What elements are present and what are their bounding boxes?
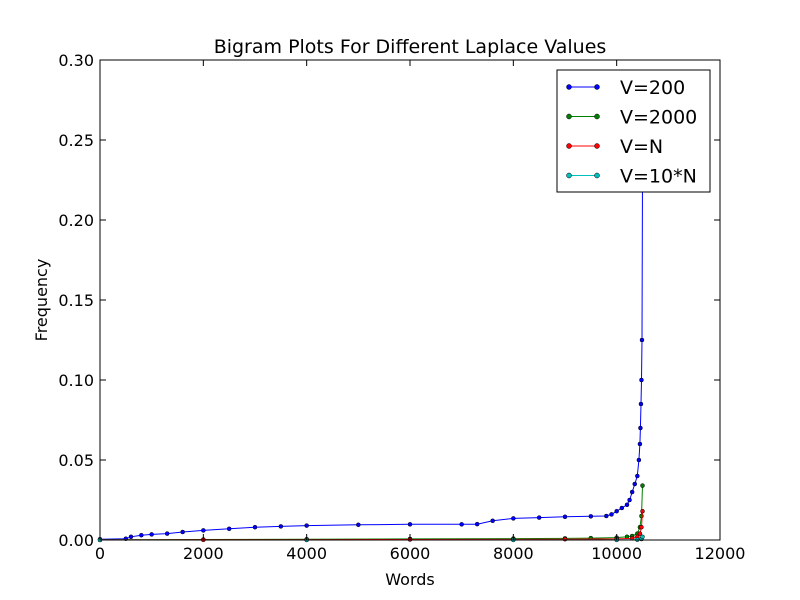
data-point <box>639 377 644 383</box>
data-point <box>619 505 625 511</box>
data-point <box>635 473 640 479</box>
data-point <box>252 524 258 530</box>
data-point <box>562 536 568 542</box>
data-point <box>226 526 232 532</box>
data-point <box>474 521 480 527</box>
legend-marker <box>566 143 572 149</box>
y-tick-label: 0.20 <box>58 211 94 230</box>
y-tick-label: 0.00 <box>58 531 94 550</box>
data-point <box>459 522 464 527</box>
legend-label: V=N <box>620 136 663 158</box>
data-point <box>164 531 170 536</box>
data-point <box>511 516 516 521</box>
legend-marker <box>566 113 572 120</box>
data-point <box>639 524 644 530</box>
data-point <box>637 441 643 447</box>
ticks-layer: 0 2000 4000 6000 8000 10000 12000 0.00 0.05 0.10 0… <box>58 51 745 563</box>
data-point <box>536 515 542 520</box>
legend-marker <box>594 172 600 179</box>
x-axis-title: Words <box>385 570 434 589</box>
chart-title: Bigram Plots For Different Laplace Value… <box>214 36 607 58</box>
data-point <box>407 522 413 527</box>
legend-marker <box>594 113 600 120</box>
data-point <box>149 532 154 537</box>
y-tick-label: 0.25 <box>58 131 94 150</box>
x-tick-label: 6000 <box>390 544 431 563</box>
data-point <box>304 523 309 528</box>
x-tick-label: 0 <box>95 544 105 563</box>
data-point <box>639 337 645 343</box>
data-point <box>604 513 609 519</box>
x-tick-label: 8000 <box>493 544 534 563</box>
data-point <box>588 514 594 519</box>
data-point <box>490 518 495 524</box>
data-point <box>636 457 642 463</box>
data-point <box>638 425 643 431</box>
x-tick-label: 10000 <box>591 544 642 563</box>
legend-marker <box>566 84 572 90</box>
y-tick-label: 0.10 <box>58 371 94 390</box>
y-tick-label: 0.30 <box>58 51 94 70</box>
y-tick-label: 0.05 <box>58 451 94 470</box>
data-point <box>632 481 637 487</box>
data-point <box>639 513 644 519</box>
x-tick-label: 2000 <box>183 544 224 563</box>
data-point <box>562 514 568 520</box>
data-point <box>629 489 635 495</box>
data-point <box>128 534 134 540</box>
x-tick-label: 12000 <box>695 544 746 563</box>
data-point <box>614 508 619 514</box>
legend-marker <box>594 84 600 90</box>
data-point <box>356 522 361 528</box>
legend-label: V=10*N <box>620 166 697 188</box>
data-point <box>640 483 645 488</box>
legend-entry: V=200 <box>566 77 685 99</box>
legend: V=200 V=2000 V=N V=10*N <box>556 69 711 193</box>
y-axis-title: Frequency <box>32 259 51 342</box>
data-point <box>201 528 206 533</box>
legend-label: V=200 <box>620 77 685 99</box>
data-point <box>624 502 630 508</box>
data-point <box>278 524 284 529</box>
legend-label: V=2000 <box>620 107 697 129</box>
legend-entry: V=2000 <box>566 107 697 129</box>
legend-marker <box>594 143 600 149</box>
data-point <box>640 534 645 540</box>
data-point <box>638 401 644 407</box>
data-point <box>637 531 643 536</box>
legend-marker <box>566 172 572 179</box>
y-tick-label: 0.15 <box>58 291 94 310</box>
legend-box <box>556 69 711 193</box>
data-point <box>640 508 645 514</box>
data-point <box>180 529 185 535</box>
legend-entry: V=N <box>566 136 663 158</box>
data-point <box>609 512 614 517</box>
data-point <box>627 497 632 503</box>
legend-entry: V=10*N <box>566 166 697 188</box>
data-point <box>139 532 144 538</box>
x-tick-label: 4000 <box>286 544 327 563</box>
